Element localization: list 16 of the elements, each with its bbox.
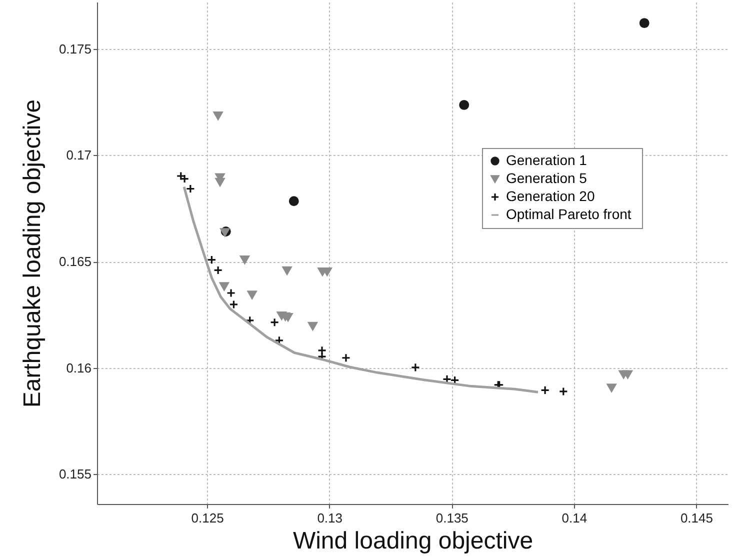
x-axis-title: Wind loading objective [292, 528, 534, 554]
y-tick-label: 0.17 [66, 148, 92, 163]
x-tick-label: 0.13 [317, 510, 342, 526]
y-tick-label: 0.175 [58, 41, 92, 56]
legend-label: Generation 5 [506, 170, 588, 186]
legend-label: Optimal Pareto front [506, 206, 632, 222]
x-tick-label: 0.125 [191, 510, 224, 526]
y-axis-title: Earthquake loading objective [18, 99, 46, 408]
legend-label: Generation 1 [506, 152, 588, 168]
y-tick-label: 0.16 [66, 360, 92, 376]
x-tick-label: 0.14 [562, 510, 588, 526]
y-tick-label: 0.165 [58, 254, 92, 270]
x-tick-label: 0.135 [436, 510, 468, 526]
legend-label: Generation 20 [506, 188, 595, 204]
y-tick-label: 0.155 [58, 466, 92, 482]
x-tick-label: 0.145 [680, 510, 713, 526]
